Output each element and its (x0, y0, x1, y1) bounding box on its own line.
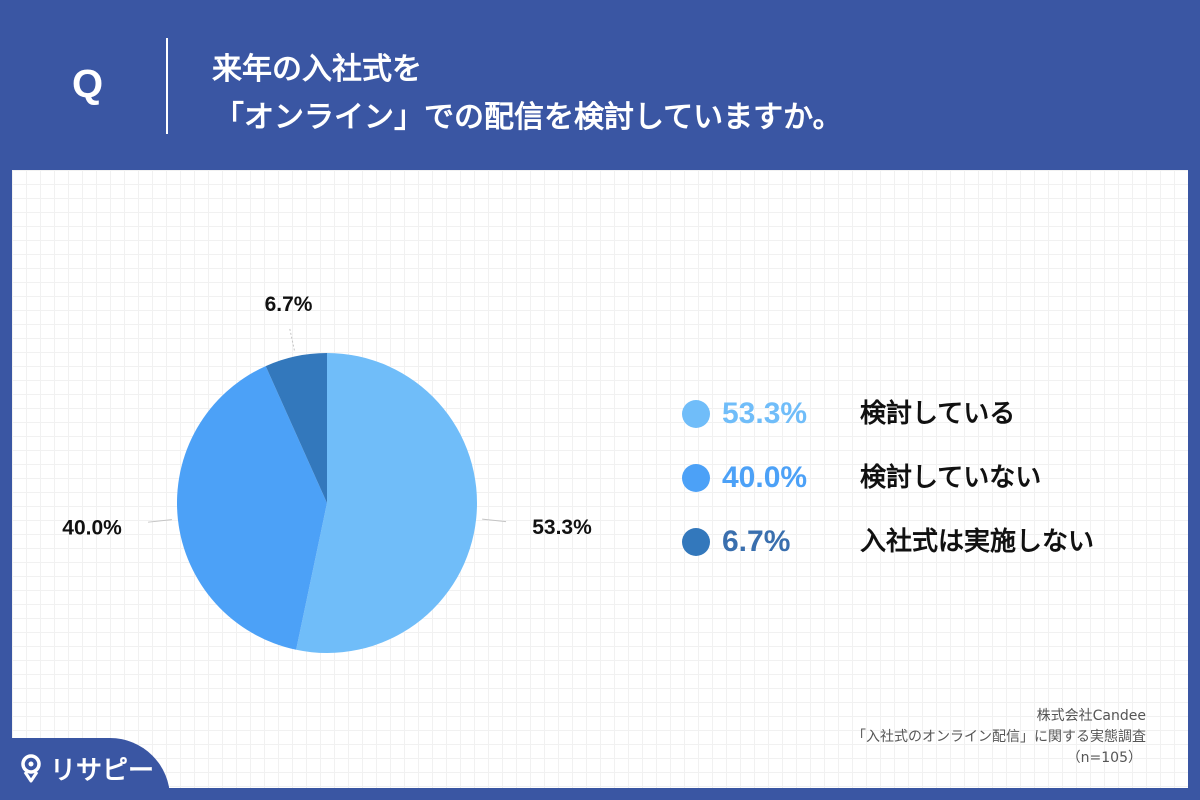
chart-panel: 53.3% 40.0% 6.7% 53.3% 検討している 40.0% 検討していない 6.… (12, 170, 1188, 788)
legend-swatch (682, 400, 710, 428)
map-pin-icon (21, 754, 41, 783)
question-title-line-2: 「オンライン」での配信を検討していますか。 (214, 100, 843, 135)
brand-logo: リサピー (0, 738, 170, 800)
legend-label: 検討している (860, 399, 1016, 429)
legend-item-3: 6.7% 入社式は実施しない (682, 522, 1162, 562)
legend-label: 入社式は実施しない (860, 527, 1095, 557)
leader-line-3 (288, 326, 295, 351)
source-sample-size: （n=105） (1066, 750, 1142, 766)
legend-item-1: 53.3% 検討している (682, 394, 1162, 434)
legend-percentage: 6.7% (722, 525, 791, 558)
leader-line-2 (147, 519, 172, 523)
brand-logo-text: リサピー (50, 756, 155, 786)
legend-percentage: 40.0% (722, 461, 808, 494)
pie-chart: 53.3% 40.0% 6.7% (62, 293, 592, 653)
question-mark-label: Q (72, 62, 104, 106)
legend-swatch (682, 528, 710, 556)
leader-line-1 (482, 518, 507, 523)
pie-data-label-3: 6.7% (265, 293, 313, 316)
pie-slice-1 (296, 353, 478, 653)
legend-item-2: 40.0% 検討していない (682, 458, 1162, 498)
legend-percentage: 53.3% (722, 397, 808, 430)
source-survey-title: 「入社式のオンライン配信」に関する実態調査 (852, 729, 1146, 745)
header-divider (166, 38, 168, 134)
source-note: 株式会社Candee 「入社式のオンライン配信」に関する実態調査 （n=105） (852, 706, 1146, 769)
header: Q 来年の入社式を 「オンライン」での配信を検討していますか。 (0, 0, 1200, 170)
pie-data-label-2: 40.0% (62, 517, 122, 540)
pie-data-label-1: 53.3% (532, 516, 592, 539)
pie-slice-2 (176, 366, 327, 650)
legend-label: 検討していない (860, 463, 1042, 493)
source-company: 株式会社Candee (1036, 708, 1146, 724)
legend-swatch (682, 464, 710, 492)
pie-slice-3 (265, 353, 327, 503)
question-title-line-1: 来年の入社式を (212, 52, 422, 87)
